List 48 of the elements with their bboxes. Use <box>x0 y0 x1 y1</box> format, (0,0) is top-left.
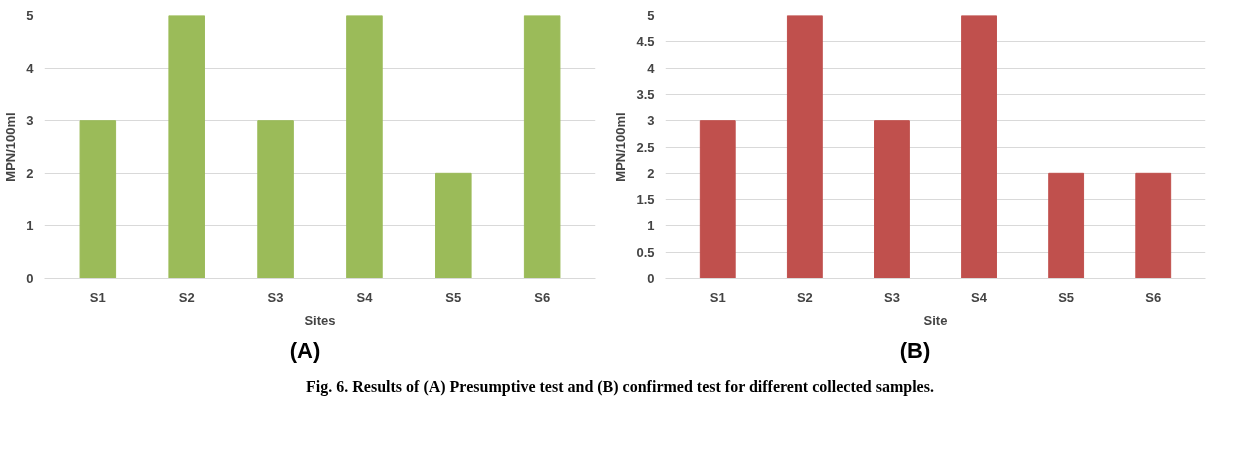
bar <box>435 172 472 279</box>
bar <box>961 15 997 279</box>
y-tick-label: 1.5 <box>636 192 655 208</box>
x-axis-title: Sites <box>304 312 336 328</box>
x-tick-label: S6 <box>1145 289 1162 305</box>
x-tick-label: S5 <box>445 289 462 305</box>
x-tick-label: S2 <box>178 289 195 305</box>
y-tick-label: 1 <box>26 218 34 234</box>
bar <box>168 15 205 279</box>
y-tick-label: 4 <box>26 60 35 76</box>
text: (B) <box>899 337 931 365</box>
y-tick-label: 2 <box>26 165 34 181</box>
x-tick-label: S2 <box>796 289 813 305</box>
y-axis-title: MPN/100ml <box>613 112 629 182</box>
bar <box>523 15 561 279</box>
x-tick-label: S3 <box>267 289 284 305</box>
bar <box>786 15 823 279</box>
y-tick-label: 0 <box>26 271 34 286</box>
y-tick-label: 4 <box>647 60 656 76</box>
bar <box>257 120 294 279</box>
bar <box>699 120 736 279</box>
y-axis-title: MPN/100ml <box>3 112 19 182</box>
y-tick-label: 0.5 <box>636 244 655 260</box>
y-tick-label: 5 <box>647 8 655 23</box>
y-tick-label: 2.5 <box>636 139 655 155</box>
caption: Fig. 6. Results of (A) Presumptive test and (B) confirmed test for different collected samples. <box>306 377 934 398</box>
bar <box>1135 172 1172 279</box>
y-tick-label: 0 <box>647 271 655 286</box>
y-tick-label: 3 <box>26 113 34 129</box>
x-axis-title: Site <box>923 312 948 328</box>
x-tick-label: S1 <box>89 289 106 305</box>
bar <box>1048 172 1085 279</box>
x-tick-label: S1 <box>709 289 726 305</box>
y-tick-label: 3.5 <box>636 86 655 102</box>
y-tick-label: 1 <box>647 218 655 234</box>
bar <box>874 120 910 279</box>
bar <box>346 15 383 279</box>
text: (A) <box>289 337 321 365</box>
bar <box>79 120 117 279</box>
x-tick-label: S4 <box>356 289 374 305</box>
x-tick-label: S5 <box>1058 289 1075 305</box>
y-tick-label: 5 <box>26 8 34 23</box>
x-tick-label: S3 <box>884 289 900 305</box>
y-tick-label: 2 <box>647 165 655 181</box>
y-tick-label: 4.5 <box>636 34 655 50</box>
x-tick-label: S6 <box>534 289 551 305</box>
y-tick-label: 3 <box>647 113 655 129</box>
x-tick-label: S4 <box>971 289 988 305</box>
